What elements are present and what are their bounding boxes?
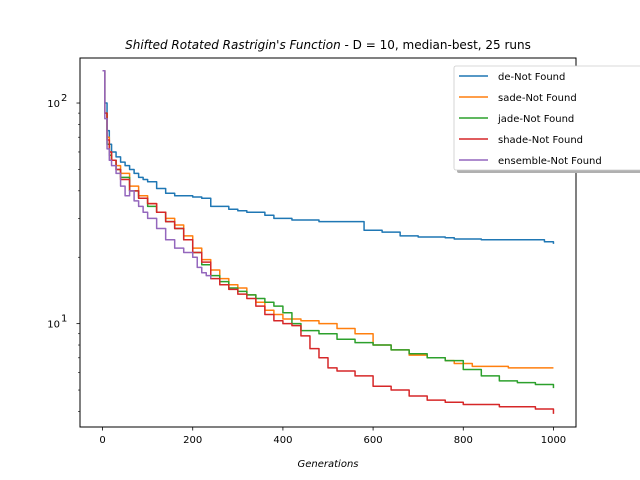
chart-title-rest: - D = 10, median-best, 25 runs	[341, 38, 531, 52]
x-tick-label: 0	[99, 435, 105, 446]
x-tick-label: 800	[454, 435, 473, 446]
legend-label-shade: shade-Not Found	[498, 135, 583, 146]
y-tick-label-exponent: 1	[61, 314, 67, 325]
series-line-shade	[102, 70, 555, 414]
chart-title: Shifted Rotated Rastrigin's Function - D…	[125, 38, 531, 52]
y-tick-label: 10	[47, 99, 60, 110]
series-line-de	[102, 70, 555, 244]
chart-title-function: Shifted Rotated Rastrigin's Function	[125, 38, 341, 52]
x-tick-label: 1000	[541, 435, 566, 446]
series-layer	[102, 70, 555, 414]
legend-label-ensemble: ensemble-Not Found	[498, 156, 602, 167]
plot-frame	[79, 57, 577, 428]
y-tick-label-exponent: 2	[61, 93, 67, 104]
x-axis-label: Generations	[298, 459, 359, 470]
legend: de-Not Found sade-Not Found jade-Not Found…	[453, 65, 640, 173]
x-tick-label: 200	[183, 435, 202, 446]
x-axis: 0 200 400 600 800 1000	[99, 427, 566, 446]
x-tick-label: 400	[273, 435, 292, 446]
legend-label-sade: sade-Not Found	[498, 93, 577, 104]
x-tick-label: 600	[364, 435, 383, 446]
series-line-ensemble	[102, 70, 212, 279]
legend-box	[453, 65, 640, 171]
legend-label-de: de-Not Found	[498, 72, 565, 83]
y-tick-label: 10	[47, 320, 60, 331]
legend-label-jade: jade-Not Found	[497, 114, 574, 125]
